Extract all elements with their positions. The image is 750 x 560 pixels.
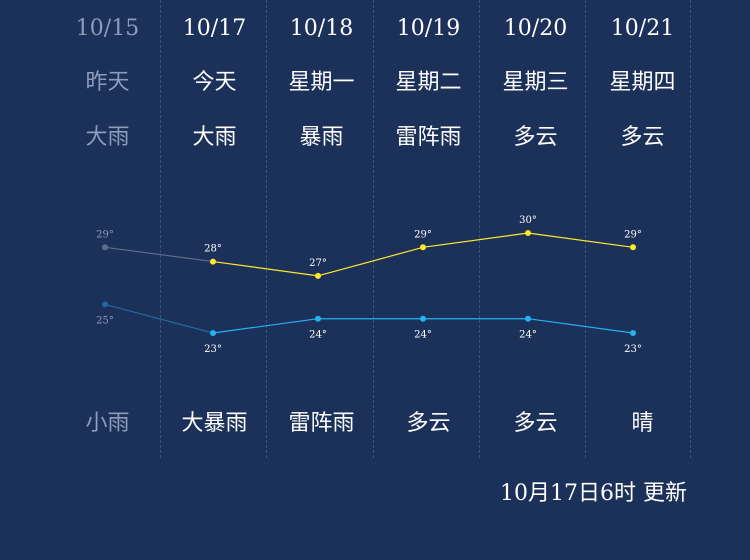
- high-temp-point: [525, 230, 531, 236]
- night-weather: 晴: [631, 411, 654, 436]
- high-temp-point: [420, 244, 426, 251]
- day-date: 10/19: [396, 16, 461, 41]
- high-temp-line-segment: [104, 246, 214, 263]
- high-temp-point: [102, 244, 108, 251]
- low-temp-line-segment: [212, 318, 319, 334]
- day-date: 10/17: [182, 16, 247, 41]
- day-weather: 雷阵雨: [395, 125, 462, 150]
- divider-line: [690, 0, 691, 458]
- high-temp-line-segment: [422, 232, 529, 248]
- high-temp-point: [630, 244, 636, 251]
- night-weather: 多云: [513, 411, 558, 436]
- temperature-line-chart: 29° 28° 27° 29° 30° 29° 25° 23° 24° 24° 24° 23°: [96, 215, 642, 355]
- day-column-5: 10/21 星期四 多云 晴: [589, 0, 696, 460]
- divider-line: [585, 0, 586, 458]
- day-weekday: 昨天: [85, 70, 130, 95]
- low-temp-label: 24°: [414, 330, 432, 341]
- day-weather: 多云: [513, 125, 558, 150]
- day-date: 10/20: [503, 16, 568, 41]
- day-weekday: 星期一: [288, 70, 355, 95]
- day-date: 10/18: [289, 16, 354, 41]
- low-temp-label: 24°: [309, 330, 327, 341]
- divider-line: [479, 0, 480, 458]
- update-time-label: 10月17日6时 更新: [500, 481, 687, 506]
- low-temp-label: 24°: [519, 330, 537, 341]
- high-temp-line-segment: [212, 260, 319, 277]
- low-temp-label: 25°: [96, 315, 114, 326]
- high-temp-label: 30°: [519, 215, 537, 226]
- day-date: 10/15: [75, 16, 140, 41]
- high-temp-label: 29°: [624, 229, 642, 240]
- day-column-0: 10/15 昨天 大雨 小雨: [54, 0, 161, 460]
- night-weather: 多云: [406, 411, 451, 436]
- day-weather: 大雨: [85, 125, 130, 150]
- high-temp-line-segment: [527, 232, 634, 248]
- low-temp-point: [630, 330, 636, 336]
- night-weather: 雷阵雨: [288, 411, 355, 436]
- low-temp-point: [315, 315, 321, 322]
- day-column-4: 10/20 星期三 多云 多云: [482, 0, 589, 460]
- night-weather: 小雨: [85, 411, 130, 436]
- day-column-3: 10/19 星期二 雷阵雨 多云: [375, 0, 482, 460]
- day-date: 10/21: [610, 16, 675, 41]
- low-temp-point: [210, 330, 216, 336]
- day-weekday: 星期三: [502, 70, 569, 95]
- high-temp-label: 27°: [309, 258, 327, 269]
- day-column-2: 10/18 星期一 暴雨 雷阵雨: [268, 0, 375, 460]
- low-temp-point: [102, 301, 108, 308]
- low-temp-line-segment: [527, 318, 634, 334]
- high-temp-label: 29°: [414, 229, 432, 240]
- high-temp-line-segment: [317, 246, 424, 277]
- day-weather: 多云: [620, 125, 665, 150]
- column-dividers: [160, 0, 691, 458]
- day-weekday: 星期二: [395, 70, 462, 95]
- day-weather: 暴雨: [299, 125, 344, 150]
- night-weather: 大暴雨: [181, 411, 248, 436]
- low-temp-point: [420, 315, 426, 322]
- low-temp-label: 23°: [624, 344, 642, 355]
- high-temp-label: 29°: [96, 229, 114, 240]
- divider-line: [373, 0, 374, 458]
- low-temp-label: 23°: [204, 344, 222, 355]
- low-temp-point: [525, 315, 531, 322]
- day-weekday: 星期四: [609, 70, 676, 95]
- day-column-1: 10/17 今天 大雨 大暴雨: [161, 0, 268, 460]
- high-temp-point: [315, 272, 321, 279]
- divider-line: [160, 0, 161, 458]
- day-weekday: 今天: [192, 70, 237, 95]
- high-temp-point: [210, 258, 216, 265]
- day-weather: 大雨: [192, 125, 237, 150]
- divider-line: [266, 0, 267, 458]
- high-temp-label: 28°: [204, 244, 222, 255]
- low-temp-line-segment: [104, 303, 214, 334]
